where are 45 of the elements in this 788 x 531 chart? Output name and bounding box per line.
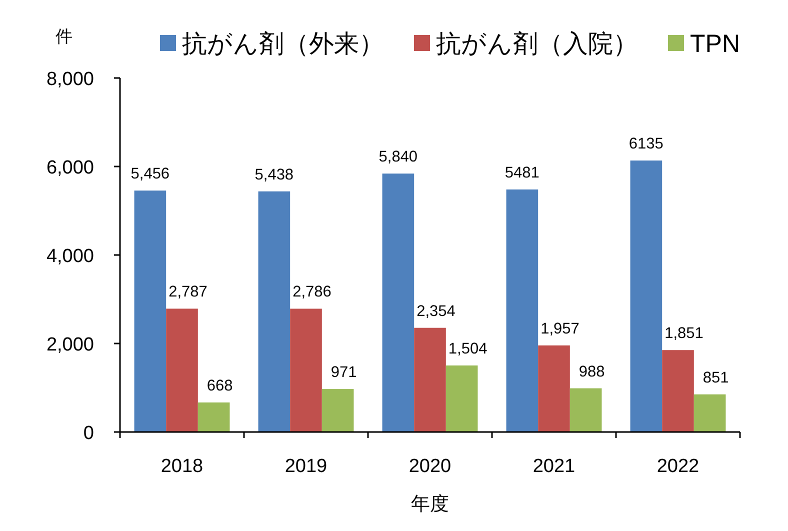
bar: [446, 365, 478, 432]
y-tick-label: 6,000: [46, 158, 94, 178]
data-label: 988: [578, 363, 605, 380]
legend-label: 抗がん剤（入院）: [436, 30, 638, 58]
x-tick-label: 2018: [160, 456, 204, 477]
bar: [630, 160, 662, 432]
bar: [134, 190, 166, 432]
bar: [166, 308, 198, 432]
bar: [662, 350, 694, 432]
y-tick-label: 0: [83, 423, 94, 444]
data-label: 1,957: [540, 320, 580, 338]
data-label: 851: [702, 369, 729, 386]
data-label: 6135: [628, 136, 664, 153]
x-tick-label: 2019: [284, 456, 328, 477]
bar: [290, 308, 322, 432]
data-label: 1,851: [664, 325, 704, 342]
x-tick-label: 2020: [408, 456, 452, 477]
data-label: 1,504: [448, 340, 488, 358]
legend-label: 抗がん剤（外来）: [182, 30, 384, 58]
data-label: 5,456: [130, 166, 170, 183]
x-tick-label: 2021: [532, 456, 576, 477]
bar: [198, 402, 230, 432]
bar: [506, 189, 538, 432]
data-label: 2,787: [168, 284, 208, 301]
y-tick-label: 4,000: [46, 246, 94, 267]
y-axis-title: 件: [56, 27, 72, 46]
y-tick-label: 8,000: [46, 69, 94, 90]
legend-label: TPN: [690, 30, 740, 58]
data-label: 2,786: [292, 284, 332, 301]
bar: [694, 394, 726, 432]
x-tick-label: 2022: [656, 456, 700, 477]
bar: [538, 345, 570, 432]
data-label: 5,840: [378, 148, 418, 166]
bar: [322, 389, 354, 432]
y-tick-label: 2,000: [46, 334, 94, 356]
data-label: 971: [330, 364, 357, 382]
data-label: 5,438: [254, 166, 294, 184]
data-label: 2,354: [416, 302, 456, 320]
data-label: 5481: [504, 164, 540, 182]
bar: [414, 328, 446, 432]
bar: [258, 191, 290, 432]
data-label: 668: [206, 377, 233, 394]
bar: [382, 174, 414, 432]
x-axis-title: 年度: [411, 493, 449, 515]
bar: [570, 388, 602, 432]
